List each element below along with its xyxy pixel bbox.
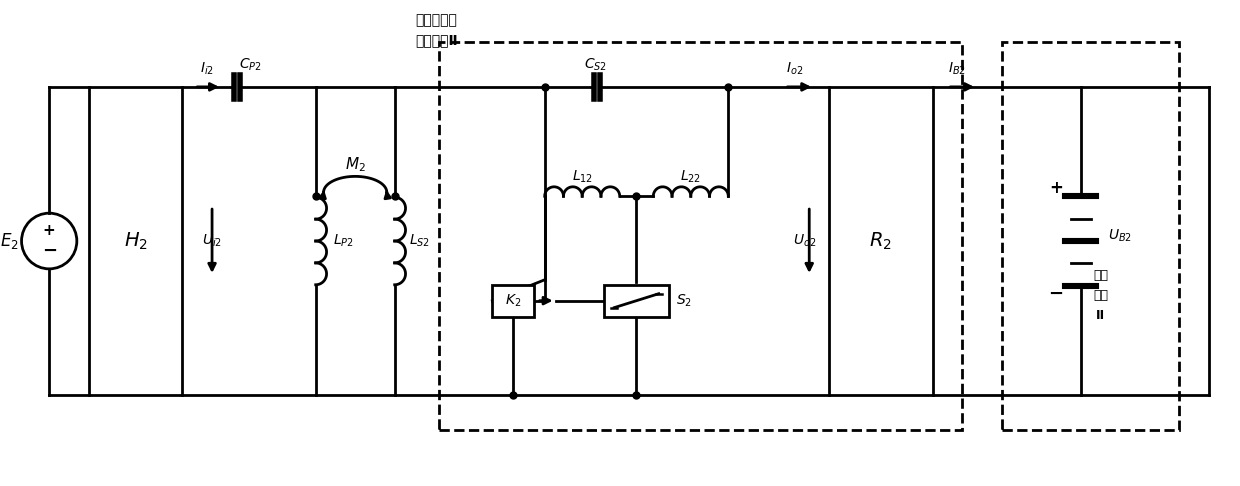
- Bar: [604, 285, 668, 316]
- Text: 电池: 电池: [1092, 269, 1107, 282]
- Text: $I_{i2}$: $I_{i2}$: [200, 61, 215, 77]
- Bar: [89, 87, 182, 395]
- Text: $L_{P2}$: $L_{P2}$: [334, 233, 355, 249]
- Text: $L_{22}$: $L_{22}$: [681, 168, 702, 185]
- Text: $L_{12}$: $L_{12}$: [572, 168, 593, 185]
- Text: 接收端开关: 接收端开关: [415, 13, 458, 27]
- Bar: [492, 285, 534, 316]
- Text: −: −: [1049, 285, 1064, 303]
- Text: +: +: [43, 223, 56, 238]
- Text: $E_2$: $E_2$: [0, 231, 19, 251]
- Text: $L_{S2}$: $L_{S2}$: [409, 233, 430, 249]
- Text: $U_{i2}$: $U_{i2}$: [202, 233, 222, 249]
- Text: +: +: [1049, 179, 1063, 197]
- Bar: [439, 42, 962, 430]
- Text: $U_{o2}$: $U_{o2}$: [792, 233, 816, 249]
- Text: $U_{B2}$: $U_{B2}$: [1109, 228, 1132, 244]
- Text: $H_2$: $H_2$: [124, 230, 148, 252]
- Text: $I_{o2}$: $I_{o2}$: [786, 61, 804, 77]
- Bar: [830, 87, 932, 395]
- Text: $I_{B2}$: $I_{B2}$: [949, 61, 966, 77]
- Text: $R_2$: $R_2$: [869, 230, 893, 252]
- Text: $K_2$: $K_2$: [505, 293, 521, 309]
- Text: 负载: 负载: [1092, 289, 1107, 302]
- Text: $C_{P2}$: $C_{P2}$: [239, 57, 262, 73]
- Text: $S_2$: $S_2$: [677, 293, 692, 309]
- Text: $M_2$: $M_2$: [345, 155, 366, 174]
- Text: −: −: [42, 242, 57, 260]
- Text: $C_{S2}$: $C_{S2}$: [584, 57, 606, 73]
- Bar: [1002, 42, 1179, 430]
- Text: Ⅱ: Ⅱ: [1096, 309, 1105, 322]
- Text: 切换部分Ⅱ: 切换部分Ⅱ: [415, 33, 458, 47]
